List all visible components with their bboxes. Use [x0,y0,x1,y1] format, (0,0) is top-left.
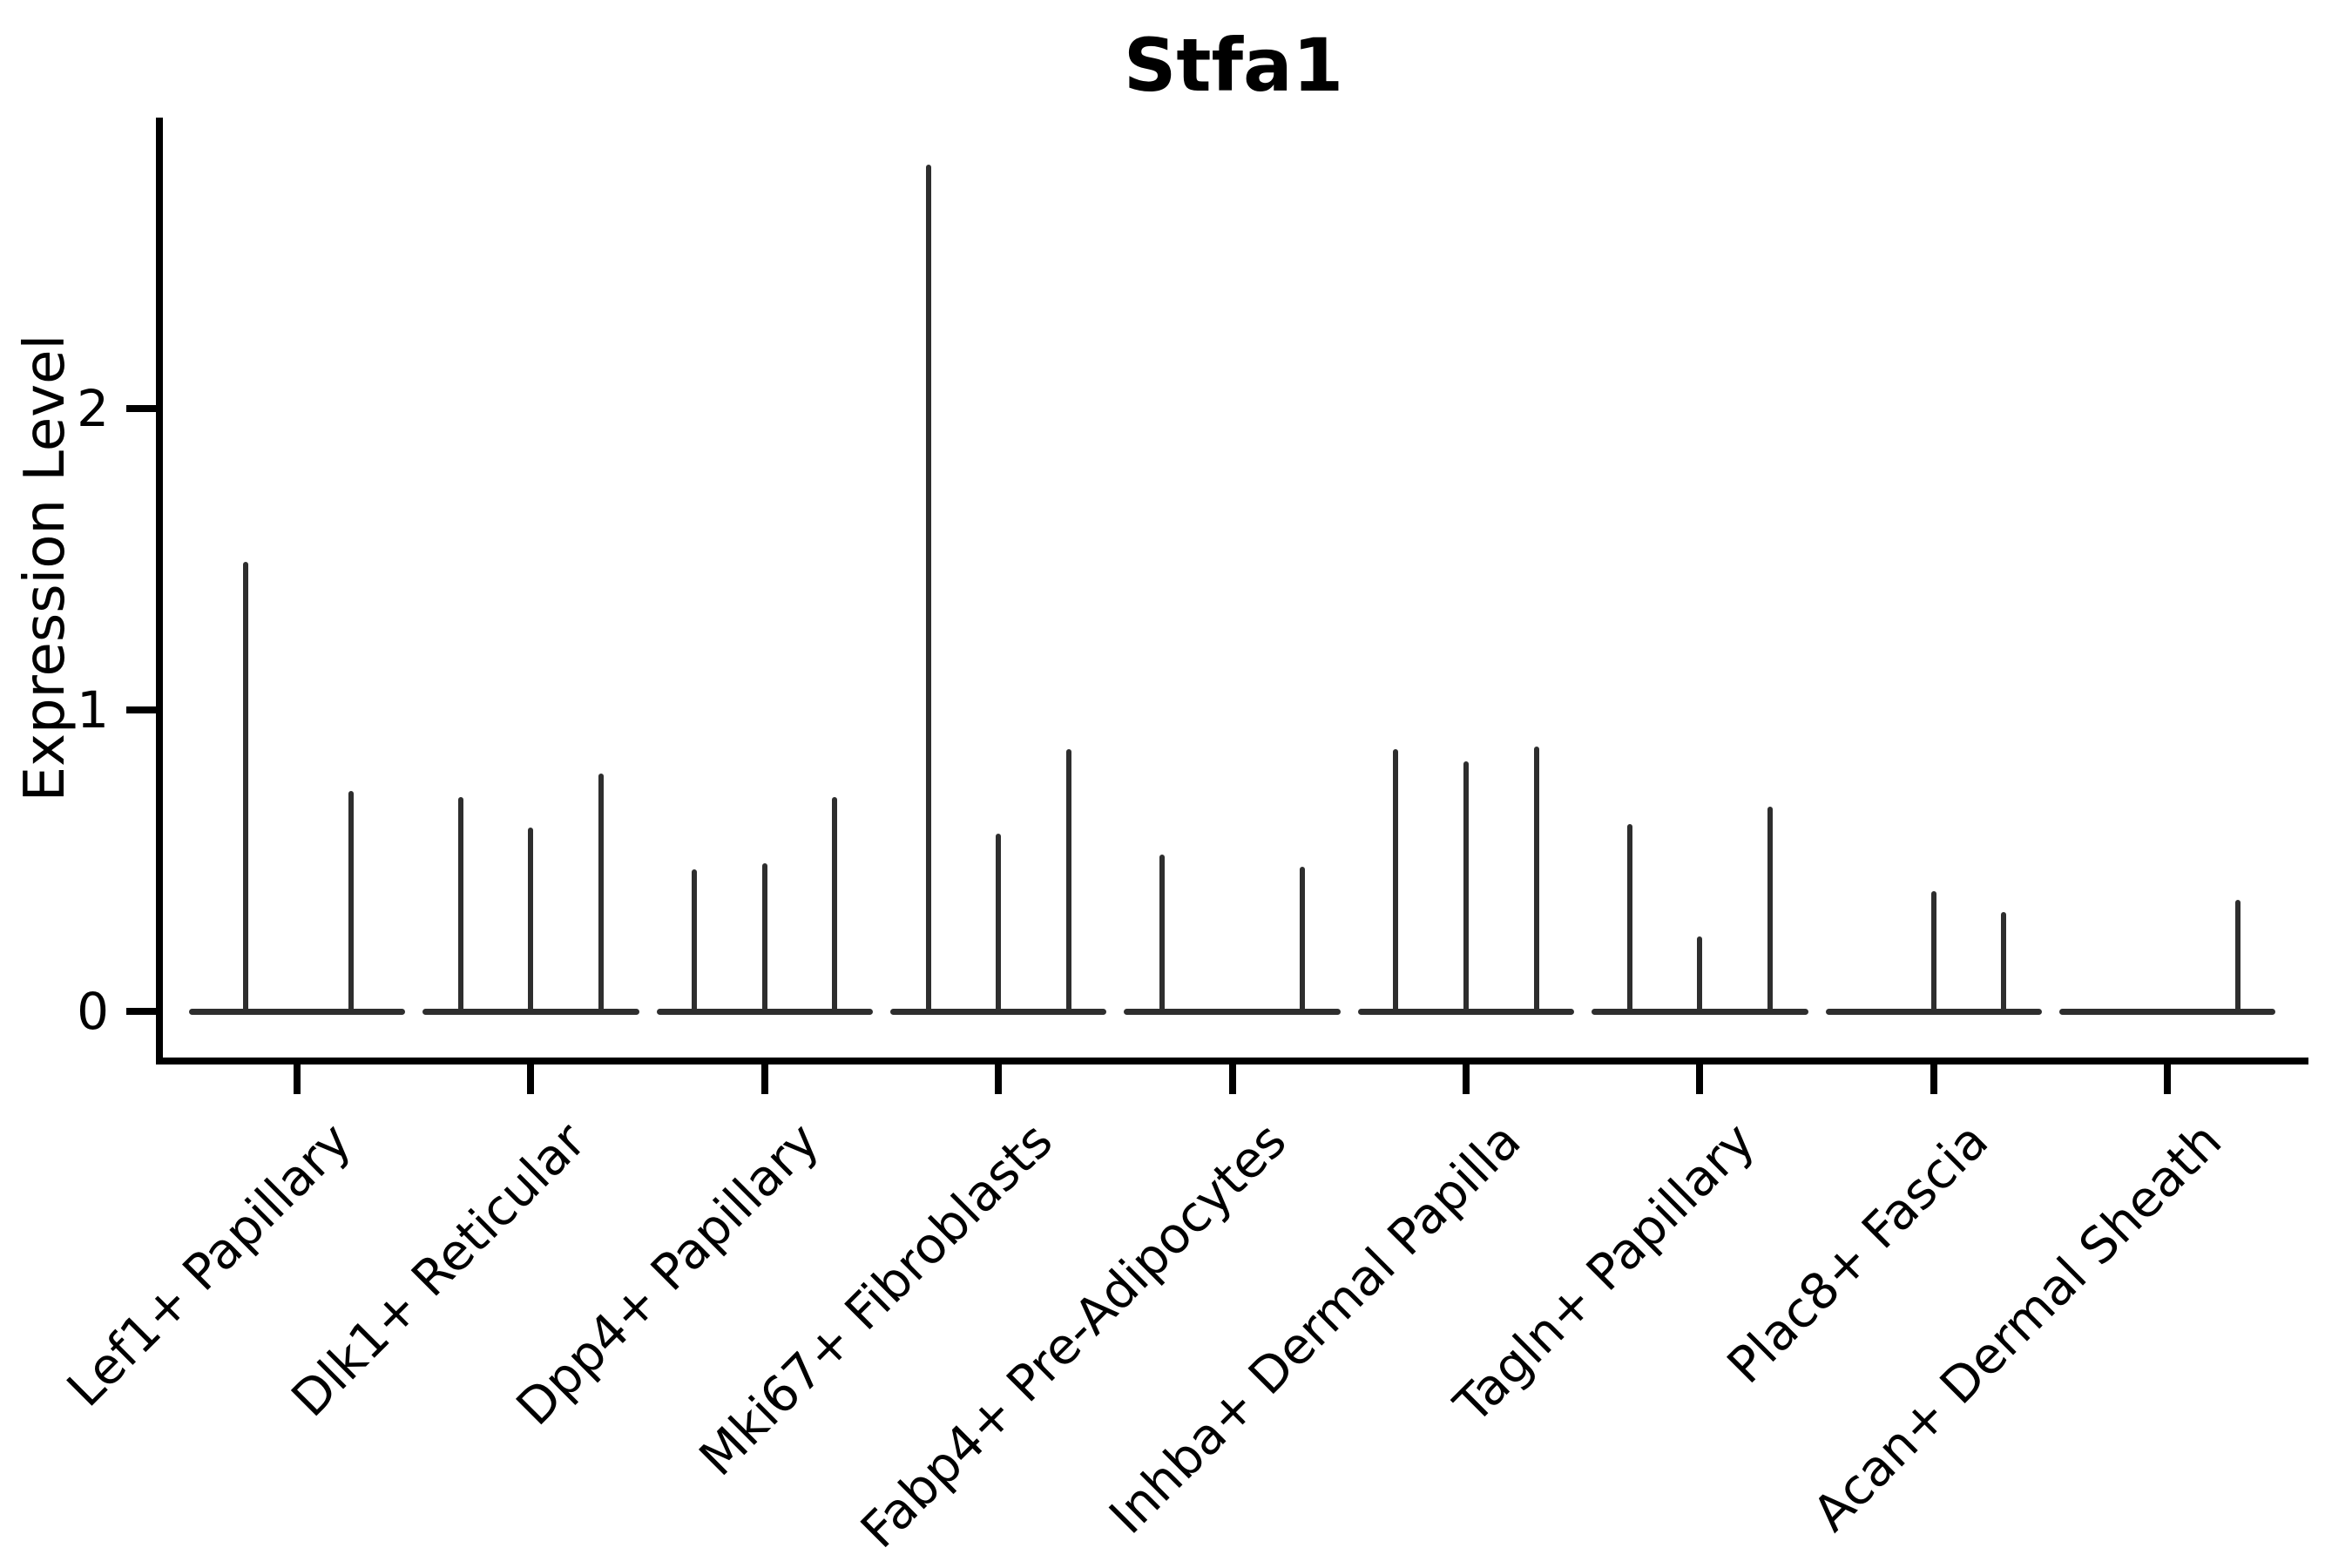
violin-spike [1300,866,1306,1015]
violin-baseline [2059,1008,2276,1015]
x-axis-tick [1696,1064,1704,1094]
x-axis-tick [1930,1064,1937,1094]
violin-spike [692,869,698,1015]
x-axis-tick [294,1064,301,1094]
violin-spike [457,797,463,1015]
chart-title: Stfa1 [1123,23,1344,108]
x-axis-spine [156,1058,2308,1064]
violin-spike [1626,824,1632,1015]
y-axis-tick [126,706,156,713]
violin-spike [1697,936,1703,1015]
violin-spike [1159,855,1166,1015]
x-axis-tick-label: Fabp4+ Pre-Adipocytes [850,1112,1298,1560]
x-axis-tick-label: Inhba+ Dermal Papilla [1098,1112,1532,1545]
violin-spike [598,773,604,1015]
y-axis-spine [156,118,163,1064]
violin-spike [1533,746,1539,1015]
violin-spike [1930,890,1936,1015]
violin-spike [1393,748,1399,1015]
y-axis-tick-label: 1 [77,680,109,740]
x-axis-tick [760,1064,768,1094]
x-axis-tick [527,1064,535,1094]
y-axis-tick [126,405,156,412]
x-axis-tick [995,1064,1003,1094]
violin-spike [348,791,354,1015]
violin-spike [242,562,248,1015]
violin-spike [1065,748,1071,1015]
violin-spike [2001,911,2007,1015]
violin-baseline [1124,1008,1341,1015]
x-axis-tick [1463,1064,1470,1094]
violin-spike [528,827,534,1015]
y-axis-tick-label: 0 [77,982,109,1041]
violin-spike [761,863,767,1015]
y-axis-tick [126,1008,156,1015]
violin-baseline [188,1008,406,1015]
violin-spike [925,164,931,1015]
y-axis-tick-label: 2 [77,379,109,438]
violin-spike [996,833,1002,1015]
violin-spike [1767,806,1773,1015]
violin-spike [2234,899,2240,1015]
violin-spike [1463,760,1469,1015]
x-axis-tick [2164,1064,2172,1094]
violin-spike [832,797,838,1015]
x-axis-tick [1228,1064,1236,1094]
x-axis-tick-label: Acan+ Dermal Sheath [1802,1112,2234,1543]
